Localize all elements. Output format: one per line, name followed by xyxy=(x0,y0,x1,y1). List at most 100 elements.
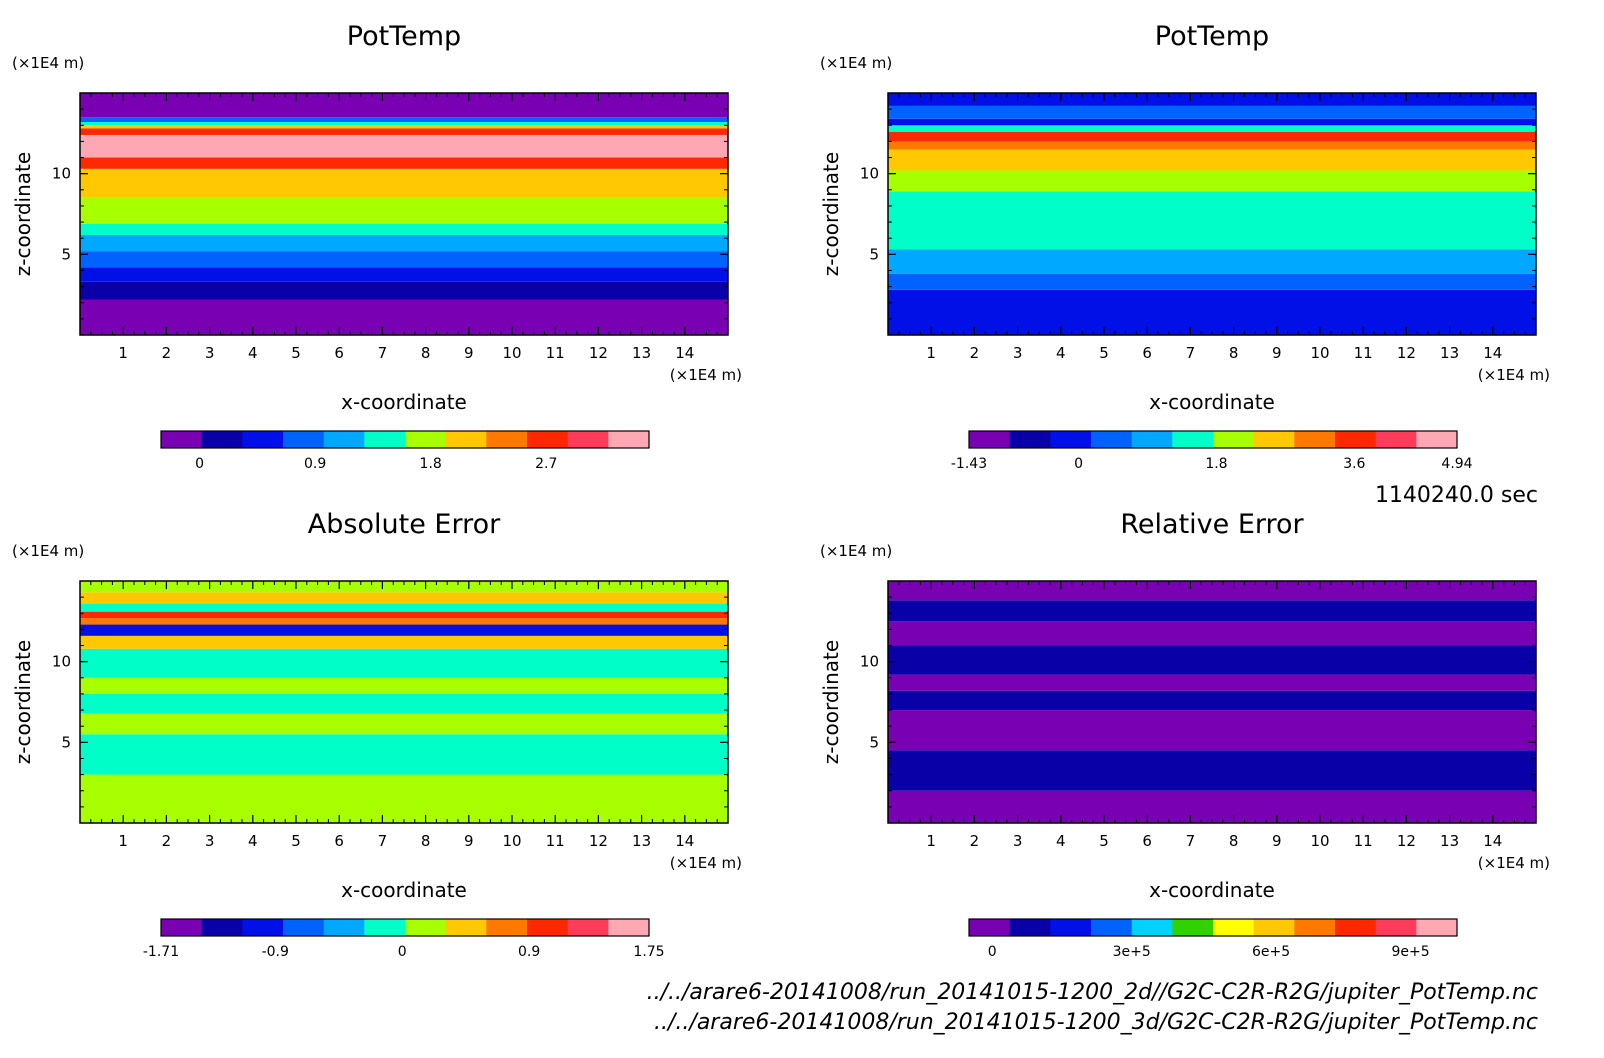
y-axis-label: z-coordinate xyxy=(819,152,843,276)
x-tick-label: 11 xyxy=(1354,832,1373,850)
colorbar-tick-label: -1.71 xyxy=(143,944,179,960)
x-tick-label: 3 xyxy=(205,344,215,362)
colorbar-frame xyxy=(160,430,650,449)
y-tick-label: 5 xyxy=(61,733,71,751)
y-tick-label: 10 xyxy=(860,653,879,671)
y-axis-label: z-coordinate xyxy=(11,640,35,764)
contour-band xyxy=(80,635,728,649)
y-tick-label: 10 xyxy=(860,165,879,183)
colorbar-swatch xyxy=(1091,431,1133,448)
colorbar-swatch xyxy=(201,431,243,448)
colorbar-swatch xyxy=(486,431,528,448)
x-axis-label: x-coordinate xyxy=(341,390,467,414)
x-unit-label: (×1E4 m) xyxy=(670,366,742,384)
colorbar-tick-label: 6e+5 xyxy=(1252,944,1290,960)
x-unit-label: (×1E4 m) xyxy=(670,854,742,872)
x-tick-label: 3 xyxy=(1013,832,1023,850)
colorbar-swatch xyxy=(1131,919,1173,936)
colorbar-swatch xyxy=(283,919,325,936)
colorbar-tick-label: 3e+5 xyxy=(1113,944,1151,960)
x-tick-label: 3 xyxy=(1013,344,1023,362)
colorbar-swatch xyxy=(1294,919,1336,936)
x-tick-label: 4 xyxy=(1056,832,1066,850)
colorbar-tick-label: 3.6 xyxy=(1343,456,1365,472)
chart-title: Absolute Error xyxy=(308,509,501,540)
contour-band xyxy=(80,713,728,735)
colorbar-swatch xyxy=(242,431,284,448)
x-unit-label: (×1E4 m) xyxy=(1478,854,1550,872)
contour-band xyxy=(80,128,728,135)
x-tick-label: 14 xyxy=(1483,832,1502,850)
colorbar-swatch xyxy=(161,919,203,936)
colorbar-swatch xyxy=(1050,431,1092,448)
y-axis-label: z-coordinate xyxy=(819,640,843,764)
colorbar-swatch xyxy=(201,919,243,936)
contour-band xyxy=(888,710,1536,751)
colorbar-swatch xyxy=(405,919,447,936)
x-tick-label: 7 xyxy=(1186,832,1196,850)
x-tick-label: 13 xyxy=(1440,832,1459,850)
y-axis-label: z-coordinate xyxy=(11,152,35,276)
y-tick-label: 10 xyxy=(52,653,71,671)
x-tick-label: 3 xyxy=(205,832,215,850)
contour-band xyxy=(80,611,728,619)
chart-panel-1: PotTemp(×1E4 m)(×1E4 m)1 2 3 4 5 6 7 8 9 10 11 12 13… xyxy=(11,21,742,472)
contour-band xyxy=(80,157,728,169)
colorbar-swatch xyxy=(1050,919,1092,936)
x-tick-label: 2 xyxy=(162,832,172,850)
x-tick-label: 8 xyxy=(1229,344,1239,362)
colorbar-tick-label: 2.7 xyxy=(535,456,557,472)
x-tick-label: 12 xyxy=(1397,832,1416,850)
contour-band xyxy=(80,134,728,158)
y-unit-label: (×1E4 m) xyxy=(820,542,892,560)
x-tick-label: 5 xyxy=(291,344,301,362)
y-tick-label: 5 xyxy=(869,733,879,751)
contour-band xyxy=(80,774,728,823)
contour-band xyxy=(80,693,728,714)
colorbar-tick-label: -1.43 xyxy=(951,456,987,472)
colorbar-swatch xyxy=(1416,919,1458,936)
colorbar-swatch xyxy=(1253,431,1295,448)
x-tick-label: 4 xyxy=(1056,344,1066,362)
x-tick-label: 13 xyxy=(632,832,651,850)
chart-panel-3: Absolute Error(×1E4 m)(×1E4 m)1 2 3 4 5 6 7 8 9 1… xyxy=(11,509,742,960)
x-tick-label: 5 xyxy=(1099,832,1109,850)
contour-band xyxy=(80,223,728,235)
contour-band xyxy=(888,149,1536,171)
colorbar-swatch xyxy=(567,431,609,448)
colorbar-frame xyxy=(160,918,650,937)
contour-band xyxy=(80,93,728,118)
x-tick-label: 8 xyxy=(421,832,431,850)
contour-band xyxy=(80,299,728,335)
colorbar-swatch xyxy=(1172,431,1214,448)
x-axis-label: x-coordinate xyxy=(1149,878,1275,902)
y-unit-label: (×1E4 m) xyxy=(12,54,84,72)
colorbar-tick-label: 0 xyxy=(195,456,204,472)
colorbar-swatch xyxy=(1009,431,1051,448)
colorbar-swatch xyxy=(323,919,365,936)
colorbar-tick-label: 1.75 xyxy=(633,944,664,960)
contour-band xyxy=(80,251,728,268)
x-tick-label: 12 xyxy=(589,832,608,850)
colorbar-swatch xyxy=(283,431,325,448)
x-tick-label: 6 xyxy=(334,344,344,362)
y-unit-label: (×1E4 m) xyxy=(820,54,892,72)
x-tick-label: 1 xyxy=(118,832,128,850)
x-tick-label: 8 xyxy=(1229,832,1239,850)
contour-band xyxy=(80,197,728,224)
x-tick-label: 5 xyxy=(1099,344,1109,362)
colorbar-swatch xyxy=(1416,431,1458,448)
contour-band xyxy=(80,234,728,252)
colorbar-swatch xyxy=(567,919,609,936)
contour-band xyxy=(80,168,728,198)
x-tick-label: 10 xyxy=(1310,832,1329,850)
colorbar-swatch xyxy=(1253,919,1295,936)
colorbar-swatch xyxy=(445,919,487,936)
colorbar-swatch xyxy=(1009,919,1051,936)
x-tick-label: 11 xyxy=(546,344,565,362)
x-tick-label: 12 xyxy=(1397,344,1416,362)
contour-band xyxy=(80,603,728,612)
contour-band xyxy=(888,674,1536,691)
colorbar-swatch xyxy=(969,919,1011,936)
x-tick-label: 7 xyxy=(378,832,388,850)
